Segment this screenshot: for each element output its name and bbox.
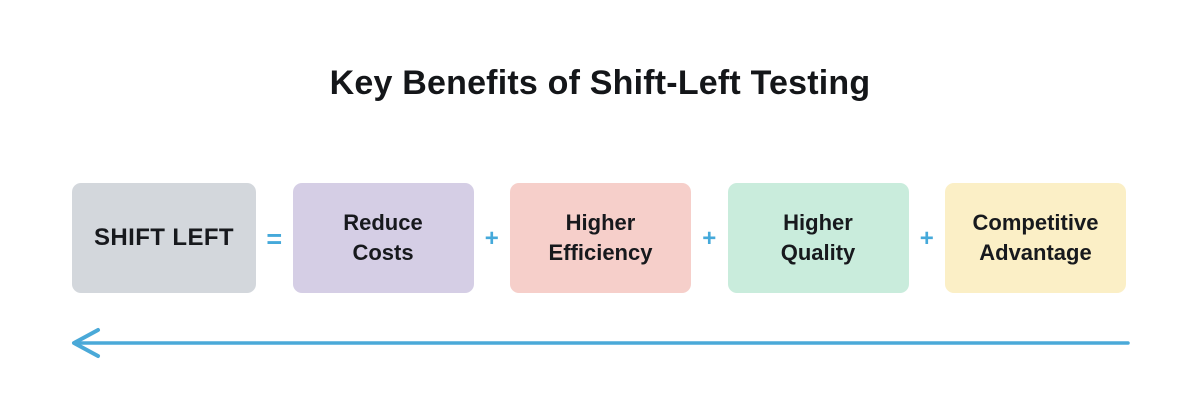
shift-left-box: SHIFT LEFT: [72, 183, 256, 293]
shift-left-label: SHIFT LEFT: [94, 223, 234, 251]
plus-sign: +: [919, 225, 934, 252]
benefit-box-competitive-advantage: Competitive Advantage: [945, 183, 1126, 293]
benefit-box-higher-quality: Higher Quality: [727, 183, 909, 293]
equals-sign: =: [266, 223, 283, 254]
benefit-label: Reduce Costs: [343, 210, 423, 265]
plus-sign: +: [484, 225, 499, 252]
benefit-label: Higher Quality: [780, 210, 856, 265]
arrow-head-left: [72, 328, 100, 358]
plus-sign: +: [702, 225, 717, 252]
benefit-label: Higher Efficiency: [548, 210, 653, 265]
shift-left-arrow: [72, 328, 1130, 358]
equation-row: SHIFT LEFT = Reduce Costs + Higher Effic…: [72, 183, 1126, 293]
page-title: Key Benefits of Shift-Left Testing: [329, 64, 871, 102]
benefit-box-reduce-costs: Reduce Costs: [292, 183, 474, 293]
benefit-label: Competitive Advantage: [972, 210, 1099, 265]
benefit-box-higher-efficiency: Higher Efficiency: [510, 183, 691, 293]
